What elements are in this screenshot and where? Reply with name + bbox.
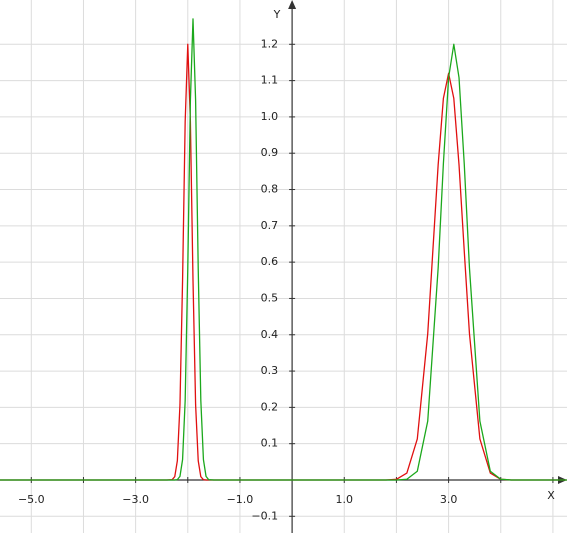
x-tick-label: −3.0 (122, 493, 149, 506)
y-tick-label: 0.3 (261, 364, 279, 377)
y-tick-label: 0.7 (261, 219, 279, 232)
y-tick-label: 0.4 (261, 328, 279, 341)
y-axis-label: Y (273, 8, 281, 21)
y-tick-label: 0.8 (261, 183, 279, 196)
y-axis-arrow (288, 0, 297, 9)
y-tick-label: 1.0 (261, 110, 279, 123)
y-tick-label: 0.2 (261, 400, 279, 413)
y-tick-label: 0.9 (261, 146, 279, 159)
curve (0, 18, 567, 481)
y-tick-label: 0.5 (261, 291, 279, 304)
x-tick-label: −5.0 (18, 493, 45, 506)
x-tick-label: −1.0 (227, 493, 254, 506)
x-tick-label: 3.0 (440, 493, 458, 506)
x-axis-label: X (547, 489, 555, 502)
y-tick-label: −0.1 (251, 509, 278, 522)
y-tick-label: 0.1 (261, 437, 279, 450)
y-tick-label: 0.6 (261, 255, 279, 268)
x-tick-label: 1.0 (336, 493, 354, 506)
curves (0, 18, 567, 481)
y-tick-label: 1.2 (261, 37, 279, 50)
y-tick-label: 1.1 (261, 74, 279, 87)
